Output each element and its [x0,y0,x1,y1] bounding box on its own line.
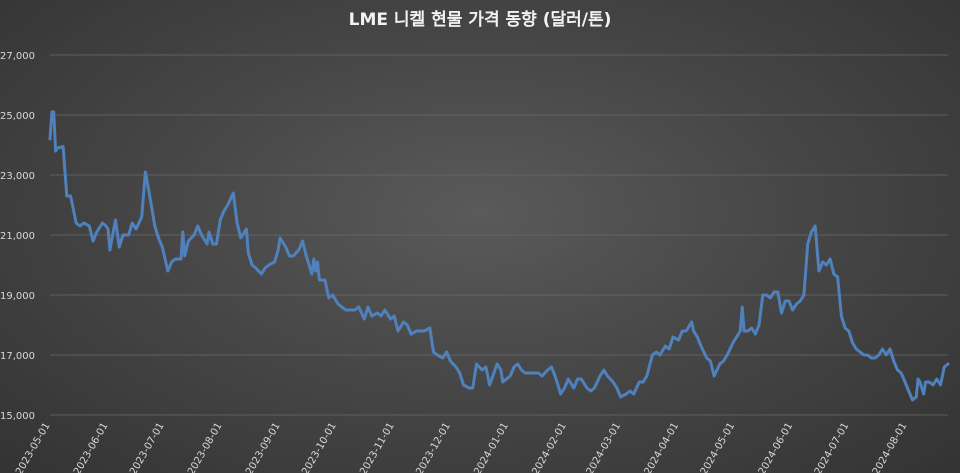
x-tick-label: 2023-09-01 [244,421,283,473]
x-tick-label: 2024-01-01 [472,421,511,473]
y-tick-label: 17,000 [0,351,35,362]
x-tick-label: 2024-08-01 [871,421,910,473]
y-tick-label: 23,000 [0,171,35,182]
y-tick-label: 25,000 [0,111,35,122]
y-tick-label: 27,000 [0,51,35,62]
series-line [48,110,950,402]
x-tick-label: 2023-11-01 [358,421,397,473]
y-tick-label: 21,000 [0,231,35,242]
x-tick-label: 2024-07-01 [813,421,852,473]
x-tick-label: 2023-05-01 [14,421,53,473]
y-tick-label: 15,000 [0,411,35,422]
chart-title: LME 니켈 현물 가격 동향 (달러/톤) [349,9,612,30]
x-tick-label: 2024-06-01 [757,421,796,473]
x-tick-label: 2023-10-01 [300,421,339,473]
y-axis-ticks: 15,000 17,000 19,000 21,000 23,000 25,000 27,0… [0,51,35,422]
x-tick-label: 2024-04-01 [643,421,682,473]
x-tick-label: 2023-07-01 [128,421,167,473]
x-tick-label: 2024-03-01 [585,421,624,473]
x-tick-label: 2024-05-01 [699,421,738,473]
y-tick-label: 19,000 [0,291,35,302]
x-tick-label: 2023-08-01 [186,421,225,473]
gridlines [50,54,948,416]
x-tick-label: 2023-06-01 [72,421,111,473]
x-tick-label: 2023-12-01 [414,421,453,473]
x-tick-label: 2024-02-01 [530,421,569,473]
series-layer [48,110,950,402]
x-axis-ticks: 2023-05-01 2023-06-01 2023-07-01 2023-08-01… [14,421,909,473]
